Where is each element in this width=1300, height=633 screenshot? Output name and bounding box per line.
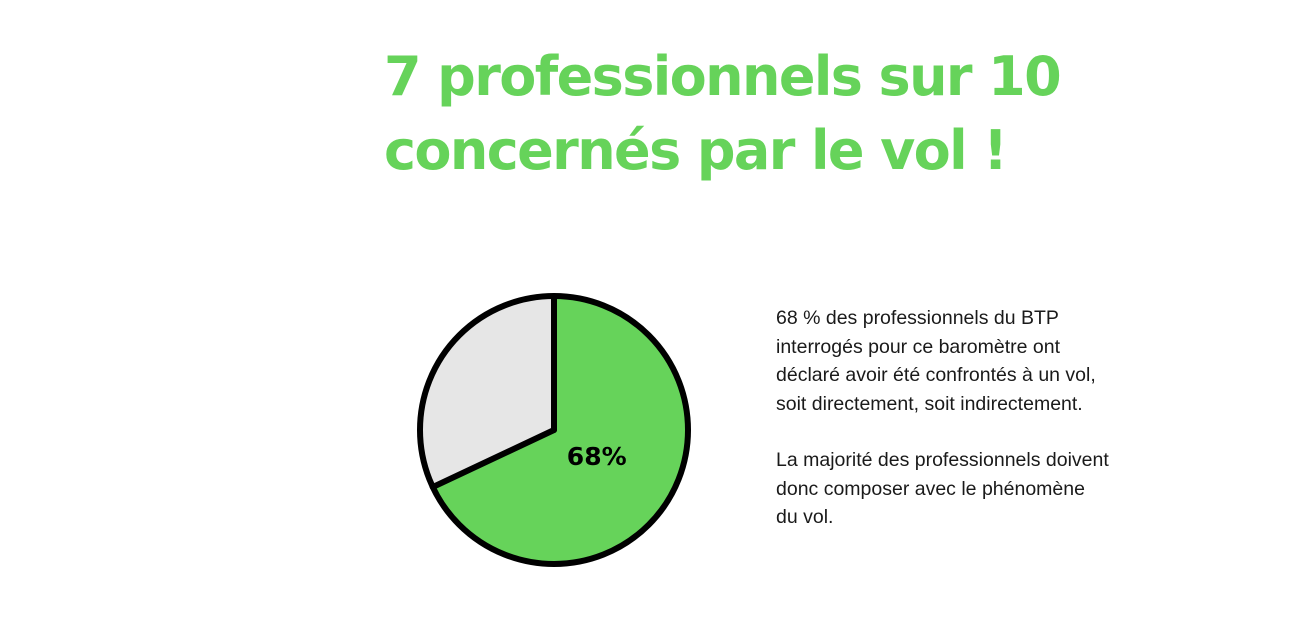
pie-divider-2	[429, 427, 557, 491]
description-line: déclaré avoir été confrontés à un vol,	[776, 364, 1096, 386]
description-line: interrogés pour ce baromètre ont	[776, 335, 1060, 358]
description: 68 % des professionnels du BTP interrogé…	[776, 304, 1246, 532]
pie-slice-label: 68%	[567, 442, 627, 471]
pie-chart-svg: 68%	[417, 293, 691, 567]
description-line: soit directement, soit indirectement.	[776, 392, 1083, 415]
page-title: 7 professionnels sur 10 concernés par le…	[384, 40, 1264, 188]
pie-slice-1	[432, 296, 688, 564]
description-line: 68 % des professionnels du BTP	[776, 307, 1059, 329]
description-line: La majorité des professionnels doivent	[776, 449, 1109, 471]
description-paragraph-1: 68 % des professionnels du BTP interrogé…	[776, 304, 1246, 418]
description-line: donc composer avec le phénomène	[776, 477, 1085, 500]
headline-line-2: concernés par le vol !	[384, 119, 1008, 182]
headline-line-1: 7 professionnels sur 10	[384, 45, 1062, 108]
description-paragraph-2: La majorité des professionnels doivent d…	[776, 446, 1246, 532]
description-line: du vol.	[776, 506, 834, 528]
pie-outline	[417, 293, 691, 567]
pie-chart: 68%	[414, 290, 694, 570]
